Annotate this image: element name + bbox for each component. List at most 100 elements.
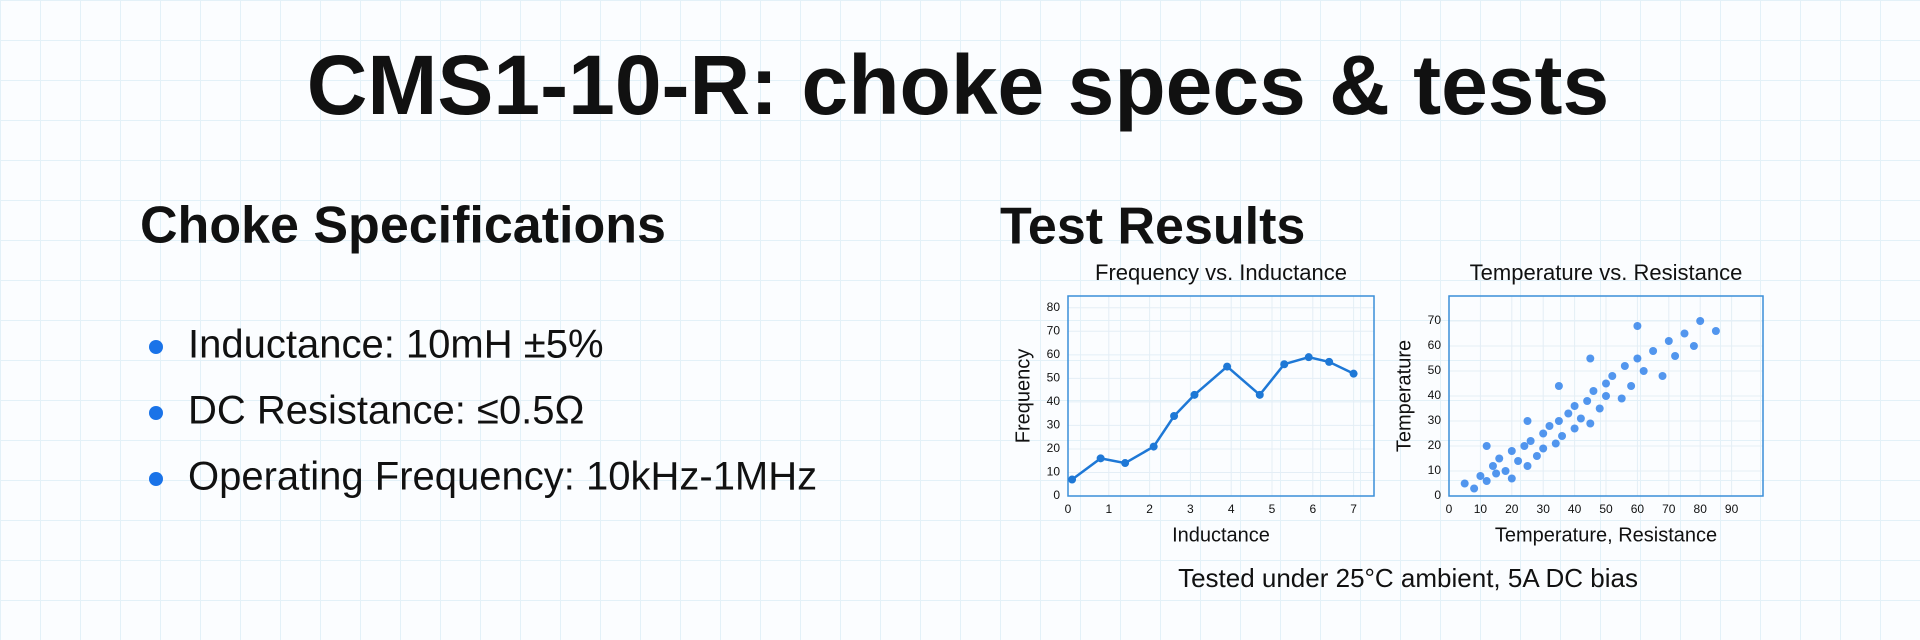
y-tick-label: 20 [1428,438,1442,452]
bullet [149,406,163,420]
scatter-point [1671,352,1680,360]
scatter-point [1617,394,1626,403]
y-tick-label: 0 [1434,488,1441,502]
data-point [1325,357,1334,366]
scatter-point [1689,342,1698,350]
scatter-point [1633,354,1642,363]
scatter-point [1554,417,1563,425]
x-axis-label: Inductance [1172,524,1270,546]
y-tick-label: 50 [1047,371,1061,385]
scatter-point [1680,329,1689,338]
data-point [1304,353,1313,362]
x-tick-label: 10 [1474,502,1488,516]
y-axis-label: Frequency [1012,349,1034,444]
data-point [1096,454,1105,463]
x-tick-label: 50 [1599,502,1613,516]
data-point [1170,412,1179,420]
scatter-point [1545,422,1554,430]
scatter-point [1658,372,1667,380]
y-tick-label: 20 [1047,441,1061,455]
y-tick-label: 30 [1428,413,1442,427]
scatter-point [1492,469,1501,478]
title: CMS1-10-R: choke specs & tests [307,38,1609,132]
scatter-point [1696,317,1705,325]
scatter-point [1583,397,1592,405]
y-tick-label: 10 [1428,463,1442,477]
data-point [1121,459,1130,468]
y-tick-label: 60 [1428,338,1442,352]
x-tick-label: 60 [1631,502,1645,516]
scatter-point [1539,444,1548,453]
x-tick-label: 6 [1309,502,1316,516]
scatter-point [1639,367,1648,375]
scatter-point [1570,402,1579,410]
scatter-point [1507,474,1516,483]
x-tick-label: 80 [1694,502,1708,516]
y-tick-label: 40 [1047,394,1061,408]
y-tick-label: 70 [1428,313,1442,327]
y-tick-label: 80 [1047,300,1061,314]
data-point [1190,390,1199,399]
scatter-point [1633,322,1642,330]
x-tick-label: 3 [1187,502,1194,516]
scatter-point [1539,429,1548,438]
scatter-point [1664,337,1673,345]
scatter-point [1595,404,1604,413]
x-tick-label: 0 [1446,502,1453,516]
scatter-point [1564,409,1573,418]
scatter-point [1551,439,1560,448]
scatter-point [1488,462,1497,470]
y-tick-label: 70 [1047,323,1061,337]
y-axis-label: Temperature [1393,340,1415,452]
data-point [1255,390,1264,399]
scatter-point [1627,382,1636,390]
caption: Tested under 25°C ambient, 5A DC bias [1178,563,1638,593]
scatter-point [1523,417,1532,425]
y-tick-label: 0 [1053,488,1060,502]
x-axis-label: Temperature, Resistance [1495,524,1717,546]
x-tick-label: 70 [1662,502,1676,516]
x-tick-label: 40 [1568,502,1582,516]
data-point [1223,362,1232,371]
bullet [149,472,163,486]
scatter-point [1532,452,1541,460]
scatter-point [1558,432,1567,440]
scatter-point [1586,354,1595,363]
scatter-point [1608,372,1617,380]
bullet [149,340,163,354]
plot-frame [1448,295,1764,497]
scatter-point [1649,347,1658,355]
y-tick-label: 60 [1047,347,1061,361]
x-tick-label: 7 [1350,502,1357,516]
scatter-point [1526,437,1535,445]
scatter-point [1620,362,1629,370]
scatter-point [1520,442,1529,450]
scatter-point [1507,447,1516,455]
data-point [1280,360,1289,369]
x-tick-label: 90 [1725,502,1739,516]
scatter-point [1482,442,1491,450]
plot-frame [1067,295,1375,497]
scatter-point [1586,419,1595,428]
scatter-point [1711,327,1720,335]
data-point [1068,475,1077,484]
y-tick-label: 30 [1047,418,1061,432]
scatter-point [1460,479,1469,488]
scatter-point [1482,477,1491,485]
scatter-point [1495,454,1504,463]
spec-item: DC Resistance: ≤0.5Ω [188,389,584,433]
y-tick-label: 40 [1428,388,1442,402]
spec-item: Operating Frequency: 10kHz-1MHz [188,455,817,499]
data-point [1349,369,1358,378]
x-tick-label: 30 [1537,502,1551,516]
scatter-point [1523,462,1532,470]
x-tick-label: 4 [1228,502,1235,516]
scatter-point [1514,457,1523,465]
scatter-point [1470,484,1479,493]
scatter-point [1589,387,1598,395]
x-tick-label: 5 [1269,502,1276,516]
data-point [1149,442,1158,451]
x-tick-label: 0 [1065,502,1072,516]
